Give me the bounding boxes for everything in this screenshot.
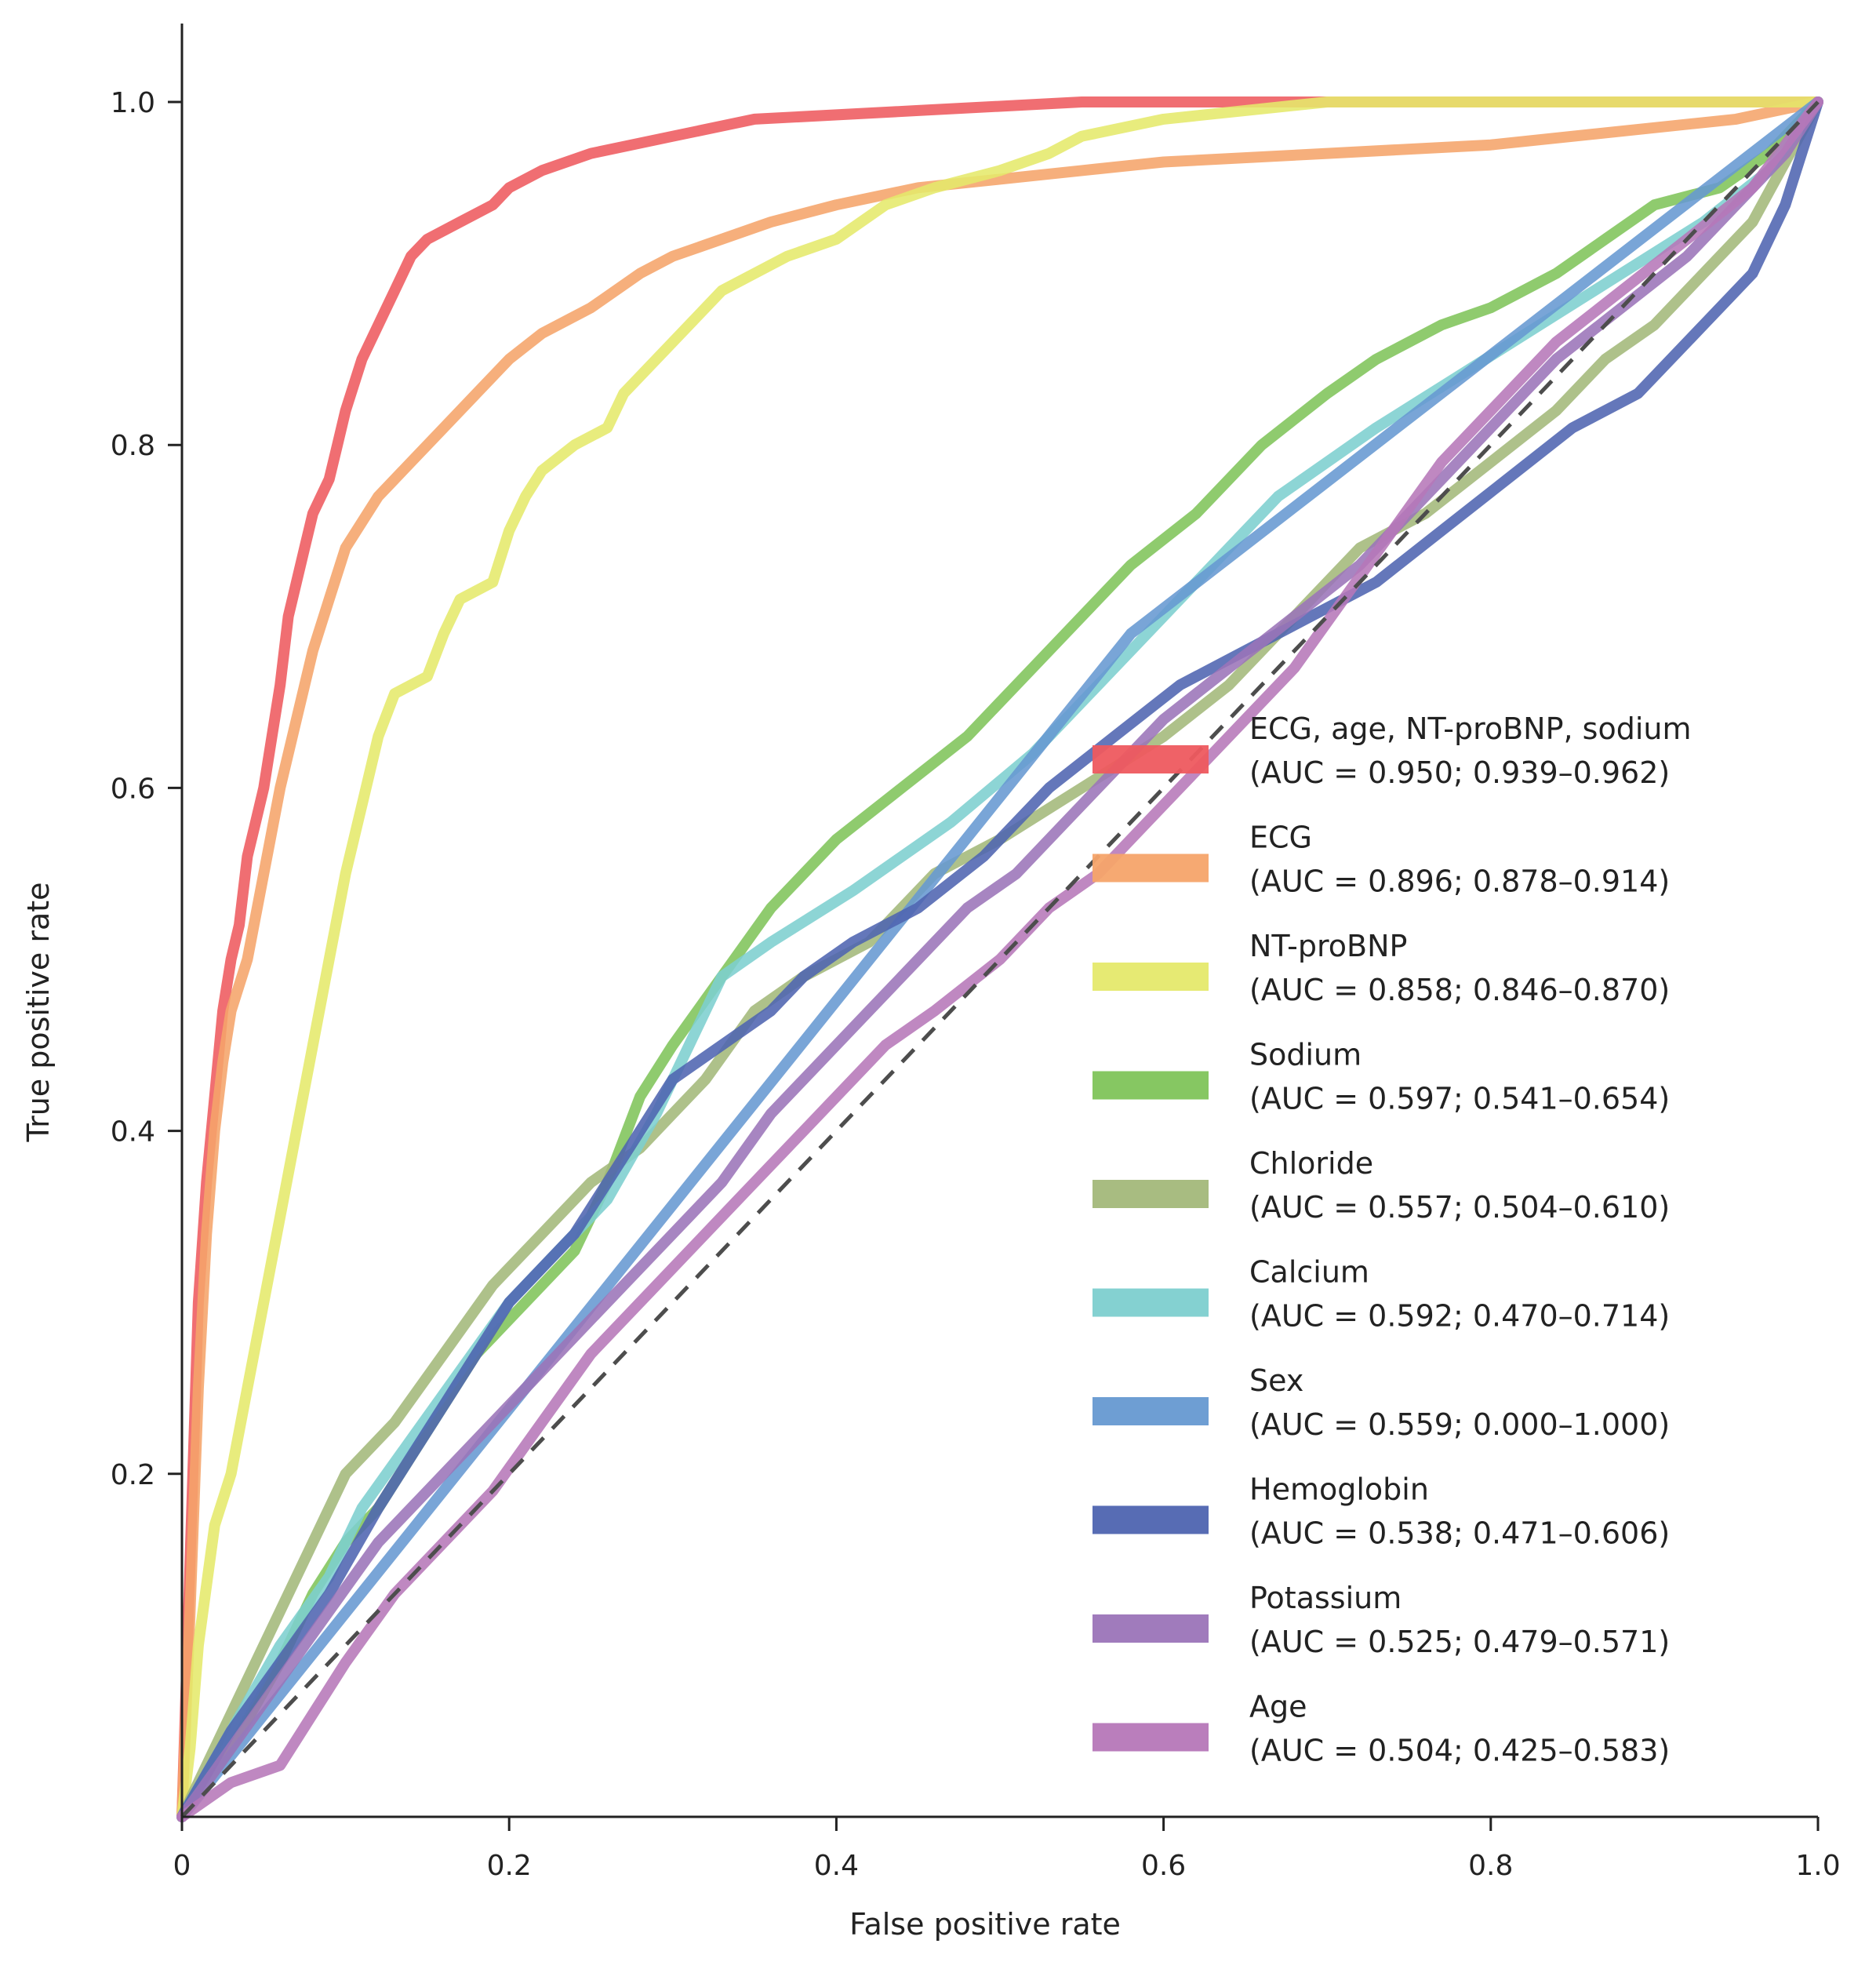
legend-auc-label: (AUC = 0.858; 0.846–0.870) — [1249, 973, 1670, 1007]
roc-line-ecg-age-nt-probnp-sodium — [176, 96, 1823, 1822]
x-tick-label: 0.4 — [814, 1850, 859, 1882]
legend-label: Calcium — [1249, 1255, 1369, 1290]
legend-label: Sodium — [1249, 1038, 1362, 1072]
y-tick-label: 0.2 — [111, 1459, 155, 1491]
x-tick-label: 1.0 — [1795, 1850, 1840, 1882]
y-tick-label: 0.4 — [111, 1116, 155, 1148]
x-axis-title: False positive rate — [849, 1907, 1121, 1942]
y-axis-ticks: 0.2 0.4 0.6 0.8 1.0 — [111, 87, 182, 1491]
legend-swatch-nt-probnp — [1093, 963, 1209, 991]
legend-auc-label: (AUC = 0.525; 0.479–0.571) — [1249, 1625, 1670, 1659]
legend-swatch-potassium — [1093, 1614, 1209, 1643]
legend-auc-label: (AUC = 0.557; 0.504–0.610) — [1249, 1190, 1670, 1225]
legend-label: ECG, age, NT-proBNP, sodium — [1249, 712, 1692, 746]
roc-line-nt-probnp — [176, 96, 1823, 1822]
legend-label: Age — [1249, 1690, 1307, 1724]
legend-label: Hemoglobin — [1249, 1472, 1429, 1507]
legend: ECG, age, NT-proBNP, sodium (AUC = 0.950;… — [1093, 712, 1692, 1768]
legend-swatch-ecg — [1093, 854, 1209, 883]
legend-auc-label: (AUC = 0.592; 0.470–0.714) — [1249, 1299, 1670, 1334]
y-axis-title: True positive rate — [21, 882, 56, 1142]
legend-swatch-chloride — [1093, 1180, 1209, 1208]
roc-line-potassium — [176, 96, 1823, 1822]
legend-swatch-sex — [1093, 1397, 1209, 1425]
legend-swatch-ecg-age-nt-probnp-sodium — [1093, 745, 1209, 773]
roc-line-hemoglobin — [176, 96, 1823, 1822]
x-tick-label: 0.2 — [487, 1850, 532, 1882]
y-tick-label: 0.6 — [111, 773, 155, 805]
legend-auc-label: (AUC = 0.950; 0.939–0.962) — [1249, 755, 1670, 790]
legend-auc-label: (AUC = 0.538; 0.471–0.606) — [1249, 1516, 1670, 1551]
legend-swatch-sodium — [1093, 1071, 1209, 1100]
legend-swatch-age — [1093, 1723, 1209, 1752]
roc-line-ecg — [176, 96, 1823, 1822]
legend-auc-label: (AUC = 0.559; 0.000–1.000) — [1249, 1407, 1670, 1442]
legend-auc-label: (AUC = 0.896; 0.878–0.914) — [1249, 864, 1670, 899]
y-tick-label: 0.8 — [111, 430, 155, 462]
x-tick-label: 0.6 — [1141, 1850, 1186, 1882]
legend-label: ECG — [1249, 821, 1312, 855]
legend-swatch-hemoglobin — [1093, 1505, 1209, 1534]
legend-auc-label: (AUC = 0.597; 0.541–0.654) — [1249, 1082, 1670, 1116]
x-tick-label: 0.8 — [1468, 1850, 1513, 1882]
legend-label: NT-proBNP — [1249, 929, 1407, 963]
legend-label: Sex — [1249, 1363, 1303, 1398]
legend-label: Potassium — [1249, 1581, 1402, 1615]
plot-area — [176, 96, 1823, 1822]
legend-label: Chloride — [1249, 1146, 1373, 1181]
legend-auc-label: (AUC = 0.504; 0.425–0.583) — [1249, 1734, 1670, 1768]
diagonal-reference-line — [180, 100, 1820, 1818]
legend-swatch-calcium — [1093, 1288, 1209, 1317]
x-tick-label: 0 — [173, 1850, 191, 1882]
y-tick-label: 1.0 — [111, 87, 155, 119]
x-axis-ticks: 0 0.2 0.4 0.6 0.8 1.0 — [173, 1817, 1841, 1882]
